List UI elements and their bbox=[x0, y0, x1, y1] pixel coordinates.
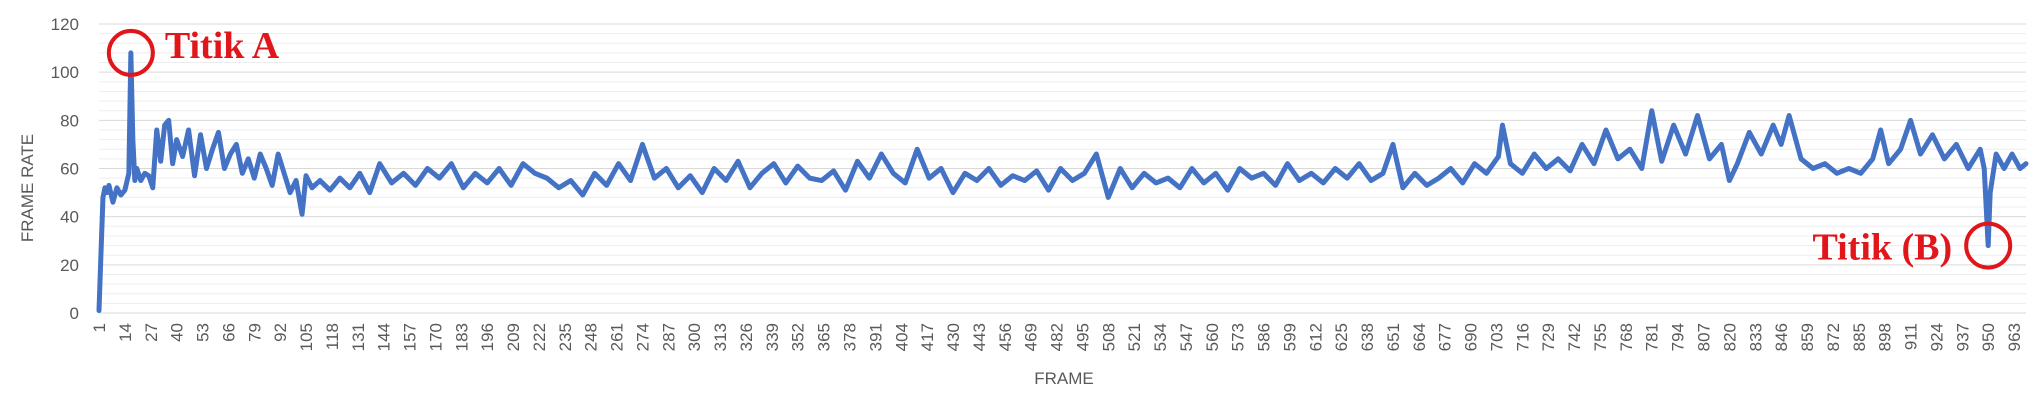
x-tick-label: 937 bbox=[1953, 323, 1972, 351]
x-tick-label: 924 bbox=[1927, 323, 1946, 351]
x-tick-label: 898 bbox=[1876, 323, 1895, 351]
series-lines bbox=[96, 50, 2029, 314]
x-tick-label: 157 bbox=[401, 323, 420, 351]
annotation-label: Titik A bbox=[165, 25, 280, 67]
x-tick-label: 40 bbox=[168, 323, 187, 342]
x-tick-label: 677 bbox=[1436, 323, 1455, 351]
x-tick-label: 690 bbox=[1462, 323, 1481, 351]
x-tick-label: 573 bbox=[1229, 323, 1248, 351]
x-tick-label: 430 bbox=[944, 323, 963, 351]
x-tick-label: 651 bbox=[1384, 323, 1403, 351]
x-tick-label: 209 bbox=[504, 323, 523, 351]
annotation-label: Titik (B) bbox=[1812, 227, 1952, 269]
x-tick-label: 794 bbox=[1669, 323, 1688, 351]
x-axis-tick-labels: 1 14 27 40 53 66 79 92 105 118 131 144 157 170 183 196 2… bbox=[90, 323, 2024, 351]
annotation-circle bbox=[1964, 221, 2013, 270]
x-tick-label: 248 bbox=[582, 323, 601, 351]
x-tick-label: 118 bbox=[323, 323, 342, 350]
y-tick-label: 0 bbox=[70, 304, 79, 323]
x-tick-label: 144 bbox=[375, 323, 394, 351]
x-tick-label: 66 bbox=[219, 323, 238, 342]
x-tick-label: 859 bbox=[1798, 323, 1817, 351]
x-tick-label: 872 bbox=[1824, 323, 1843, 351]
x-tick-label: 27 bbox=[142, 323, 161, 342]
x-tick-label: 781 bbox=[1643, 323, 1662, 351]
x-tick-label: 768 bbox=[1617, 323, 1636, 351]
x-tick-label: 261 bbox=[608, 323, 627, 351]
annotation-circle bbox=[106, 28, 155, 77]
y-tick-label: 40 bbox=[60, 208, 79, 227]
x-tick-label: 79 bbox=[245, 323, 264, 342]
x-tick-label: 404 bbox=[892, 323, 911, 351]
x-tick-label: 352 bbox=[789, 323, 808, 351]
x-tick-label: 495 bbox=[1073, 323, 1092, 351]
x-tick-label: 131 bbox=[349, 323, 368, 351]
x-tick-label: 469 bbox=[1022, 323, 1041, 351]
x-tick-label: 716 bbox=[1513, 323, 1532, 351]
x-tick-label: 846 bbox=[1772, 323, 1791, 351]
x-tick-label: 820 bbox=[1720, 323, 1739, 351]
x-tick-label: 105 bbox=[297, 323, 316, 351]
x-tick-label: 300 bbox=[685, 323, 704, 351]
x-tick-label: 170 bbox=[426, 323, 445, 351]
x-tick-label: 755 bbox=[1591, 323, 1610, 351]
x-tick-label: 963 bbox=[2005, 323, 2024, 351]
x-tick-label: 53 bbox=[194, 323, 213, 342]
x-tick-label: 235 bbox=[556, 323, 575, 351]
x-tick-label: 417 bbox=[918, 323, 937, 351]
x-tick-label: 183 bbox=[452, 323, 471, 351]
x-tick-label: 508 bbox=[1099, 323, 1118, 351]
x-tick-label: 638 bbox=[1358, 323, 1377, 351]
y-tick-label: 100 bbox=[51, 63, 79, 82]
x-tick-label: 326 bbox=[737, 323, 756, 351]
x-tick-label: 703 bbox=[1487, 323, 1506, 351]
y-tick-label: 20 bbox=[60, 256, 79, 275]
x-tick-label: 547 bbox=[1177, 323, 1196, 351]
x-tick-label: 313 bbox=[711, 323, 730, 351]
x-tick-label: 950 bbox=[1979, 323, 1998, 351]
x-tick-label: 378 bbox=[840, 323, 859, 351]
x-tick-label: 885 bbox=[1850, 323, 1869, 351]
x-tick-label: 625 bbox=[1332, 323, 1351, 351]
x-tick-label: 586 bbox=[1255, 323, 1274, 351]
x-tick-label: 274 bbox=[633, 323, 652, 351]
y-tick-label: 80 bbox=[60, 111, 79, 130]
x-axis-title: FRAME bbox=[1034, 369, 1094, 388]
x-tick-label: 1 bbox=[90, 323, 109, 332]
x-tick-label: 365 bbox=[815, 323, 834, 351]
y-axis-title: FRAME RATE bbox=[18, 134, 37, 242]
series-line bbox=[96, 50, 2029, 314]
x-tick-label: 729 bbox=[1539, 323, 1558, 351]
x-tick-label: 482 bbox=[1048, 323, 1067, 351]
y-tick-label: 120 bbox=[51, 15, 79, 34]
y-tick-label: 60 bbox=[60, 160, 79, 179]
x-tick-label: 443 bbox=[970, 323, 989, 351]
x-tick-label: 92 bbox=[271, 323, 290, 342]
x-tick-label: 196 bbox=[478, 323, 497, 351]
x-tick-label: 599 bbox=[1280, 323, 1299, 351]
x-tick-label: 521 bbox=[1125, 323, 1144, 351]
x-tick-label: 560 bbox=[1203, 323, 1222, 351]
x-tick-label: 287 bbox=[659, 323, 678, 351]
x-tick-label: 612 bbox=[1306, 323, 1325, 351]
x-tick-label: 833 bbox=[1746, 323, 1765, 351]
x-tick-label: 14 bbox=[116, 323, 135, 342]
x-tick-label: 222 bbox=[530, 323, 549, 351]
x-tick-label: 339 bbox=[763, 323, 782, 351]
x-tick-label: 742 bbox=[1565, 323, 1584, 351]
x-tick-label: 911 bbox=[1902, 323, 1921, 350]
x-tick-label: 534 bbox=[1151, 323, 1170, 351]
y-axis-tick-labels: 0 20 40 60 80 100 120 bbox=[51, 15, 79, 323]
x-tick-label: 391 bbox=[866, 323, 885, 351]
x-tick-label: 807 bbox=[1695, 323, 1714, 351]
x-tick-label: 456 bbox=[996, 323, 1015, 351]
x-tick-label: 664 bbox=[1410, 323, 1429, 351]
annotations: Titik A Titik (B) bbox=[106, 25, 2013, 270]
